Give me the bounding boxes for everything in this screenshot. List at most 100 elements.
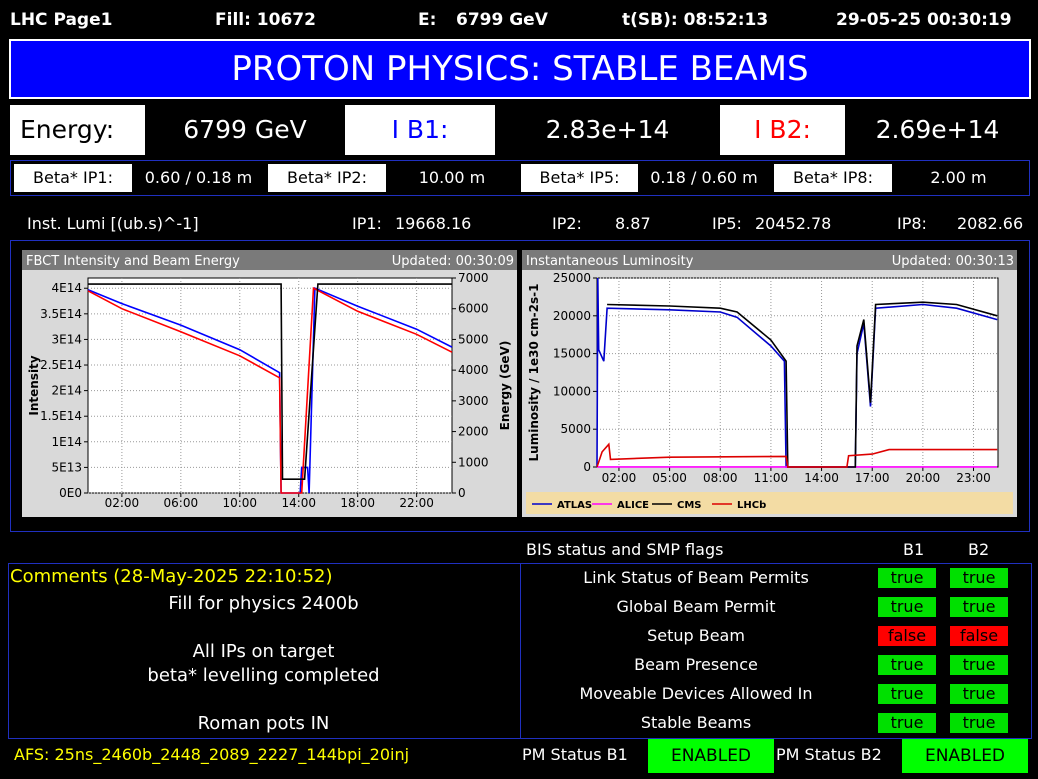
y-tick-label: 0	[583, 460, 591, 474]
x-tick-label: 06:00	[164, 496, 199, 510]
x-tick-label: 10:00	[222, 496, 257, 510]
pm-label: PM Status B1	[522, 745, 628, 764]
bis-column: B1	[903, 540, 925, 559]
x-tick-label: 22:00	[399, 496, 434, 510]
ip-label: IP8:	[897, 214, 927, 233]
comment-line: beta* levelling completed	[147, 665, 380, 686]
y2-axis-label: Energy (GeV)	[498, 341, 512, 431]
x-tick-label: 05:00	[652, 471, 687, 485]
x-tick-label: 17:00	[855, 471, 890, 485]
afs: AFS: 25ns_2460b_2448_2089_2227_144bpi_20…	[14, 745, 410, 764]
series-line	[87, 287, 453, 494]
ip-label: IP5:	[712, 214, 742, 233]
mode-banner: PROTON PHYSICS: STABLE BEAMS	[9, 39, 1031, 99]
stable-beam-time: t(SB): 08:52:13	[622, 10, 769, 30]
comment-line: Fill for physics 2400b	[168, 593, 359, 614]
y2-tick-label: 7000	[458, 271, 489, 285]
bis-title: BIS status and SMP flags	[526, 540, 724, 559]
ip-value: 2082.66	[957, 214, 1024, 233]
bis-flag: true	[950, 684, 1008, 704]
chart: FBCT Intensity and Beam Energy Updated: 0…	[22, 250, 517, 517]
title-bar	[522, 250, 1017, 270]
y-tick-label: 5000	[560, 422, 591, 436]
y-tick-label: 3E14	[52, 332, 83, 346]
x-tick-label: 02:00	[105, 496, 140, 510]
comment-line: All IPs on target	[192, 641, 335, 662]
bis-flag: true	[878, 568, 936, 588]
y-tick-label: 15000	[553, 347, 591, 361]
y-axis-label: Intensity	[27, 355, 41, 415]
beta-value: 2.00 m	[930, 168, 987, 187]
x-tick-label: 08:00	[703, 471, 738, 485]
y2-tick-label: 2000	[458, 425, 489, 439]
beta-label: Beta* IP5:	[521, 164, 638, 192]
page-name: LHC Page1	[10, 10, 113, 30]
chart: Instantaneous Luminosity Updated: 00:30:1…	[522, 250, 1017, 517]
legend-label: LHCb	[737, 500, 766, 511]
x-tick-label: 11:00	[754, 471, 789, 485]
ib1-value: 2.83e+14	[545, 115, 670, 144]
x-tick-label: 20:00	[906, 471, 941, 485]
y-tick-label: 2.5E14	[40, 358, 82, 372]
y2-tick-label: 6000	[458, 302, 489, 316]
y2-tick-label: 5000	[458, 332, 489, 346]
beta-label: Beta* IP8:	[774, 164, 892, 192]
y2-tick-label: 4000	[458, 363, 489, 377]
legend-label: CMS	[677, 500, 702, 511]
plot-area	[87, 277, 453, 494]
lumi-label: Inst. Lumi [(ub.s)^-1]	[27, 214, 199, 233]
ip-value: 20452.78	[755, 214, 832, 233]
legend-label: ATLAS	[557, 500, 592, 511]
pm-value: ENABLED	[902, 739, 1028, 773]
x-tick-label: 23:00	[956, 471, 991, 485]
updated: Updated: 00:30:09	[392, 254, 514, 269]
x-tick-label: 14:00	[804, 471, 839, 485]
pm-value: ENABLED	[648, 739, 774, 773]
bis-flag: true	[950, 568, 1008, 588]
bis-label: Setup Beam	[647, 626, 745, 645]
series-line	[596, 442, 998, 468]
bis-flag: true	[878, 597, 936, 617]
y-tick-label: 3.5E14	[40, 307, 82, 321]
bis-label: Global Beam Permit	[616, 597, 776, 616]
datetime: 29-05-25 00:30:19	[836, 10, 1012, 30]
chart-title: Instantaneous Luminosity	[526, 254, 694, 269]
ip-label: IP2:	[552, 214, 582, 233]
plot-frame	[10, 240, 1030, 532]
y-tick-label: 4E14	[52, 281, 83, 295]
bis-flag: true	[878, 655, 936, 675]
chart-title: FBCT Intensity and Beam Energy	[26, 254, 240, 269]
ip-label: IP1:	[352, 214, 382, 233]
y2-tick-label: 0	[458, 486, 466, 500]
energy-label: E:	[418, 10, 437, 30]
ib2-value: 2.69e+14	[875, 115, 1000, 144]
comment-line: Roman pots IN	[197, 713, 330, 734]
series-line	[607, 301, 998, 468]
y-tick-label: 25000	[553, 271, 591, 285]
ib1-label: I B1:	[345, 105, 495, 155]
bis-flag: true	[950, 655, 1008, 675]
bis-flag: true	[950, 597, 1008, 617]
energy-value: 6799 GeV	[183, 115, 307, 144]
ib2-label: I B2:	[720, 105, 845, 155]
y2-tick-label: 3000	[458, 394, 489, 408]
x-tick-label: 18:00	[340, 496, 375, 510]
pm-label: PM Status B2	[776, 745, 882, 764]
y-tick-label: 2E14	[52, 384, 83, 398]
y-tick-label: 20000	[553, 309, 591, 323]
series-line	[88, 283, 452, 480]
bis-frame	[520, 563, 1032, 739]
y-tick-label: 10000	[553, 384, 591, 398]
y-axis-label: Luminosity / 1e30 cm-2s-1	[527, 284, 541, 462]
legend-label: ALICE	[617, 500, 649, 511]
ip-value: 19668.16	[395, 214, 472, 233]
bis-label: Stable Beams	[640, 713, 752, 732]
fill: Fill: 10672	[215, 10, 316, 30]
x-tick-label: 02:00	[602, 471, 637, 485]
y-tick-label: 0E0	[59, 486, 82, 500]
bis-flag: true	[878, 713, 936, 733]
beta-label: Beta* IP2:	[268, 164, 386, 192]
bis-column: B2	[968, 540, 990, 559]
x-tick-label: 14:00	[281, 496, 316, 510]
